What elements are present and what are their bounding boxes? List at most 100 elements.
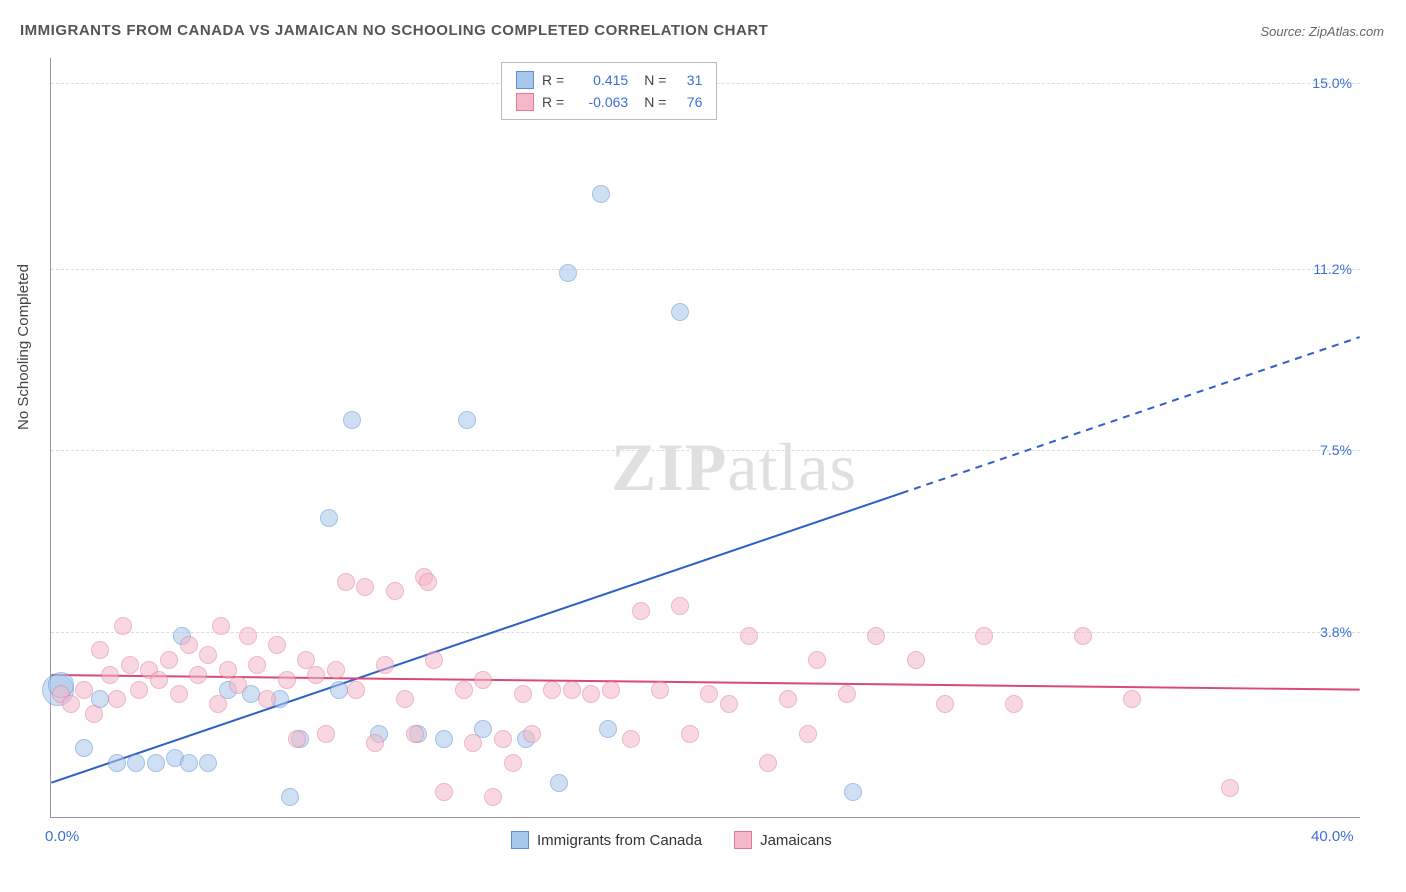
scatter-point [307,666,325,684]
scatter-point [127,754,145,772]
scatter-point [130,681,148,699]
scatter-point [199,754,217,772]
scatter-point [85,705,103,723]
scatter-point [320,509,338,527]
scatter-point [147,754,165,772]
n-label: N = [644,94,666,110]
scatter-point [114,617,132,635]
scatter-point [632,602,650,620]
y-tick-label: 7.5% [1320,442,1352,458]
scatter-point [651,681,669,699]
scatter-point [366,734,384,752]
scatter-point [337,573,355,591]
scatter-point [543,681,561,699]
scatter-point [563,681,581,699]
source-attribution: Source: ZipAtlas.com [1260,24,1384,39]
r-label: R = [542,72,564,88]
scatter-point [867,627,885,645]
swatch-canada [516,71,534,89]
scatter-point [75,739,93,757]
watermark: ZIPatlas [611,428,857,507]
stats-row-canada: R = 0.415 N = 31 [516,69,702,91]
scatter-point [523,725,541,743]
scatter-point [121,656,139,674]
scatter-point [700,685,718,703]
scatter-point [288,730,306,748]
scatter-point [199,646,217,664]
scatter-point [1005,695,1023,713]
scatter-point [258,690,276,708]
plot-area: ZIPatlas 3.8%7.5%11.2%15.0% 0.0%40.0% R … [50,58,1360,818]
swatch-jamaica [516,93,534,111]
scatter-point [455,681,473,699]
scatter-point [212,617,230,635]
scatter-point [180,636,198,654]
y-tick-label: 3.8% [1320,624,1352,640]
scatter-point [75,681,93,699]
legend-item-jamaica: Jamaicans [734,831,832,849]
scatter-point [494,730,512,748]
r-label: R = [542,94,564,110]
scatter-point [91,641,109,659]
n-value-jamaica: 76 [674,94,702,110]
scatter-point [907,651,925,669]
scatter-point [484,788,502,806]
scatter-point [671,597,689,615]
scatter-point [160,651,178,669]
scatter-point [759,754,777,772]
scatter-point [330,681,348,699]
y-axis-label: No Schooling Completed [15,264,32,430]
scatter-point [425,651,443,669]
scatter-point [1123,690,1141,708]
scatter-point [474,671,492,689]
scatter-point [189,666,207,684]
scatter-point [592,185,610,203]
scatter-point [248,656,266,674]
scatter-point [599,720,617,738]
scatter-point [101,666,119,684]
x-tick-label: 40.0% [1311,828,1354,845]
scatter-point [62,695,80,713]
scatter-point [396,690,414,708]
scatter-point [435,783,453,801]
legend-swatch-canada [511,831,529,849]
y-tick-label: 15.0% [1312,75,1352,91]
scatter-point [419,573,437,591]
scatter-point [838,685,856,703]
scatter-point [435,730,453,748]
scatter-point [108,690,126,708]
x-tick-label: 0.0% [45,828,79,845]
y-tick-label: 11.2% [1313,261,1352,277]
scatter-point [150,671,168,689]
scatter-point [602,681,620,699]
scatter-point [1074,627,1092,645]
scatter-point [844,783,862,801]
scatter-point [975,627,993,645]
scatter-point [281,788,299,806]
scatter-point [514,685,532,703]
scatter-point [278,671,296,689]
scatter-point [464,734,482,752]
scatter-point [720,695,738,713]
n-value-canada: 31 [674,72,702,88]
scatter-point [681,725,699,743]
scatter-point [209,695,227,713]
scatter-point [317,725,335,743]
scatter-point [582,685,600,703]
scatter-point [347,681,365,699]
scatter-point [671,303,689,321]
scatter-point [504,754,522,772]
legend-label-jamaica: Jamaicans [760,832,832,849]
legend-label-canada: Immigrants from Canada [537,832,702,849]
scatter-point [550,774,568,792]
scatter-point [386,582,404,600]
scatter-point [268,636,286,654]
scatter-point [936,695,954,713]
legend-bottom: Immigrants from Canada Jamaicans [511,831,832,849]
legend-swatch-jamaica [734,831,752,849]
scatter-point [808,651,826,669]
scatter-point [376,656,394,674]
legend-item-canada: Immigrants from Canada [511,831,702,849]
r-value-jamaica: -0.063 [572,94,628,110]
scatter-point [229,676,247,694]
